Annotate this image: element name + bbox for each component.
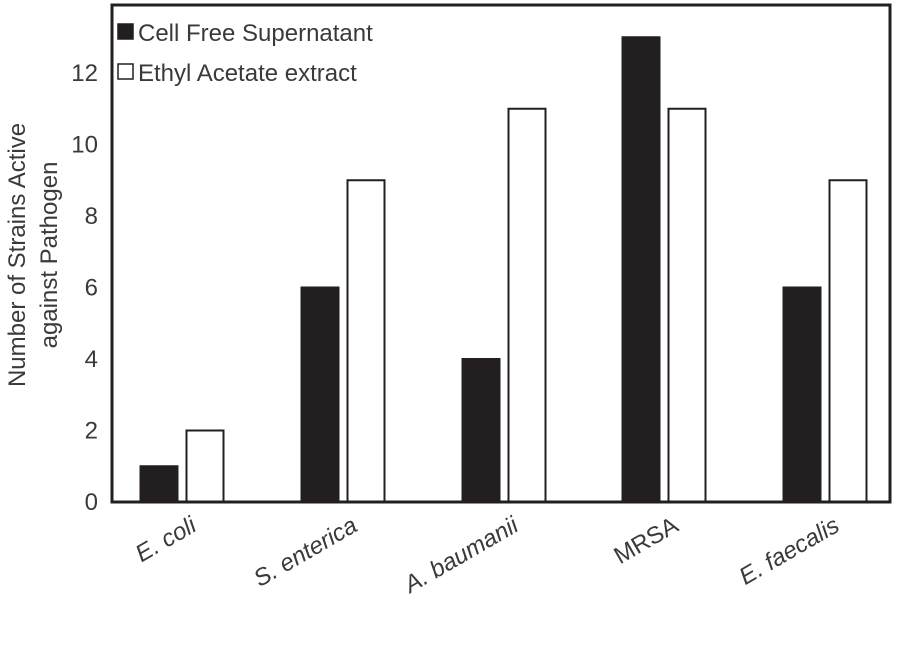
bar-cell-free-supernatant-a-baumanii — [461, 358, 501, 503]
y-tick-label-2: 2 — [85, 418, 98, 445]
y-tick-label-12: 12 — [71, 60, 98, 87]
legend-label-cell-free-supernatant: Cell Free Supernatant — [138, 20, 373, 47]
bar-ethyl-acetate-extract-a-baumanii — [507, 107, 547, 503]
y-axis-title-line2: against Pathogen — [36, 162, 63, 349]
y-tick-label-4: 4 — [85, 346, 98, 373]
bars-group — [139, 36, 868, 503]
y-axis-title-line1: Number of Strains Active — [4, 123, 31, 387]
y-axis-title: Number of Strains Active against Pathoge… — [4, 123, 63, 387]
y-axis-ticks: 0 2 4 6 8 10 12 — [71, 60, 98, 516]
legend-swatch-ethyl-acetate-extract — [117, 63, 134, 80]
legend: Cell Free Supernatant Ethyl Acetate extr… — [117, 20, 373, 87]
bar-cell-free-supernatant-s-enterica — [300, 286, 340, 503]
bar-cell-free-supernatant-e-faecalis — [782, 286, 822, 503]
bar-ethyl-acetate-extract-mrsa — [667, 107, 707, 503]
bar-ethyl-acetate-extract-s-enterica — [346, 179, 386, 503]
bar-ethyl-acetate-extract-e-faecalis — [828, 179, 868, 503]
legend-label-ethyl-acetate-extract: Ethyl Acetate extract — [138, 60, 357, 87]
y-tick-label-8: 8 — [85, 203, 98, 230]
bar-cell-free-supernatant-e-coli — [139, 465, 179, 503]
y-tick-label-6: 6 — [85, 275, 98, 302]
plot-frame — [110, 3, 892, 504]
legend-swatch-cell-free-supernatant — [117, 23, 134, 40]
bar-cell-free-supernatant-mrsa — [621, 36, 661, 503]
y-tick-label-10: 10 — [71, 132, 98, 159]
bar-ethyl-acetate-extract-e-coli — [185, 429, 225, 503]
y-tick-label-0: 0 — [85, 489, 98, 516]
